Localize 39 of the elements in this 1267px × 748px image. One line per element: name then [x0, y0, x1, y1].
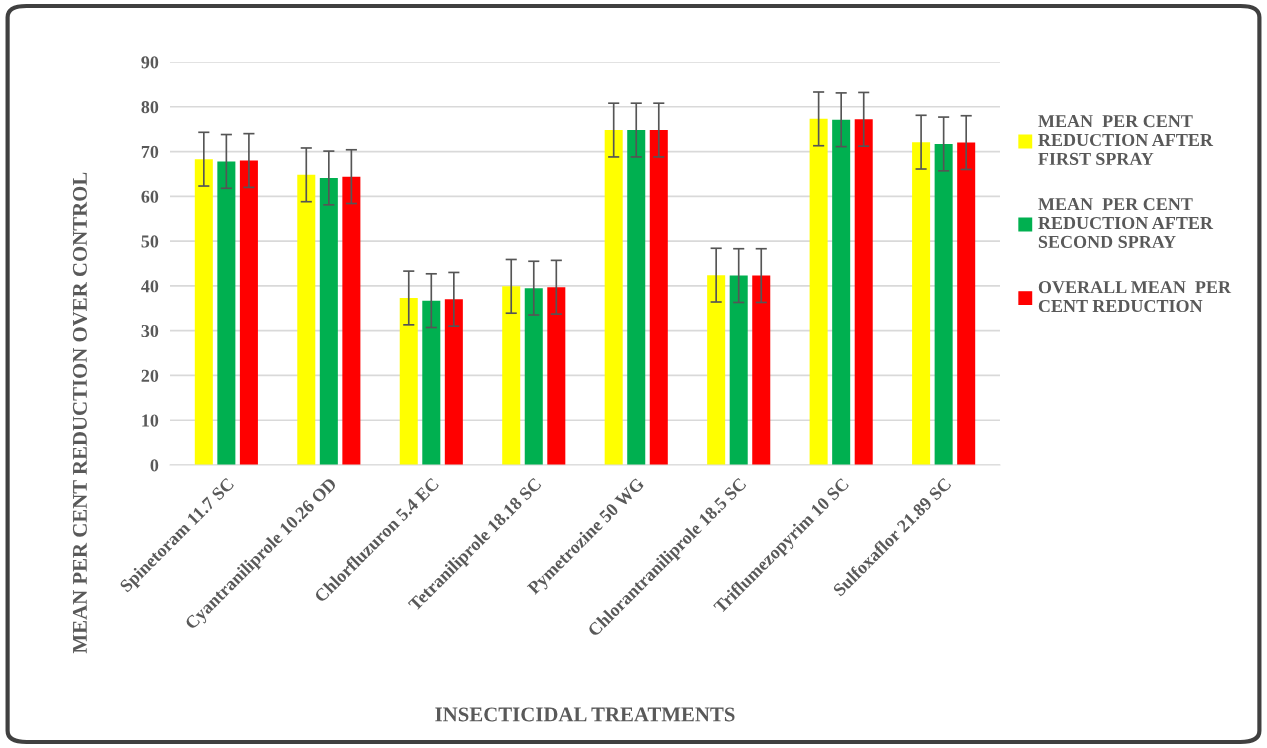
bar [854, 119, 873, 465]
y-tick-label: 70 [141, 145, 159, 158]
y-tick-label: 20 [141, 369, 159, 382]
bar [934, 143, 953, 465]
bar [399, 297, 418, 465]
legend-label: OVERALL MEAN PER CENT REDUCTION [1038, 281, 1232, 313]
legend-label: MEAN PER CENT REDUCTION AFTER FIRST SPRAY [1038, 115, 1214, 165]
bar [547, 287, 566, 465]
bar [194, 159, 213, 465]
bar [217, 161, 236, 465]
y-tick-label: 0 [150, 459, 159, 472]
y-tick-label: 30 [141, 324, 159, 338]
bar [604, 130, 623, 465]
bar [627, 130, 646, 465]
y-tick-label: 50 [141, 235, 159, 248]
bar [342, 176, 361, 465]
bar [649, 130, 668, 465]
bar [752, 275, 771, 465]
bar [832, 119, 851, 465]
legend-label: MEAN PER CENT REDUCTION AFTER SECOND SPRAY [1038, 198, 1214, 248]
bar [809, 118, 828, 465]
bar [729, 275, 748, 465]
bar [957, 142, 976, 465]
bar [912, 142, 931, 465]
y-axis-title: MEAN PER CENT REDUCTION OVER CONTROL [72, 172, 88, 654]
bar [444, 299, 463, 465]
x-axis-title: INSECTICIDAL TREATMENTS [435, 707, 735, 722]
bar [297, 174, 316, 465]
y-tick-label: 90 [141, 56, 159, 69]
bar [422, 300, 441, 465]
y-tick-label: 60 [141, 190, 159, 203]
bar [502, 286, 521, 465]
y-tick-label: 10 [142, 414, 159, 427]
y-tick-label: 80 [141, 101, 159, 114]
bar [319, 177, 338, 465]
y-tick-label: 40 [141, 280, 159, 293]
bar [524, 288, 543, 465]
bar [239, 160, 258, 465]
bar [707, 275, 726, 465]
